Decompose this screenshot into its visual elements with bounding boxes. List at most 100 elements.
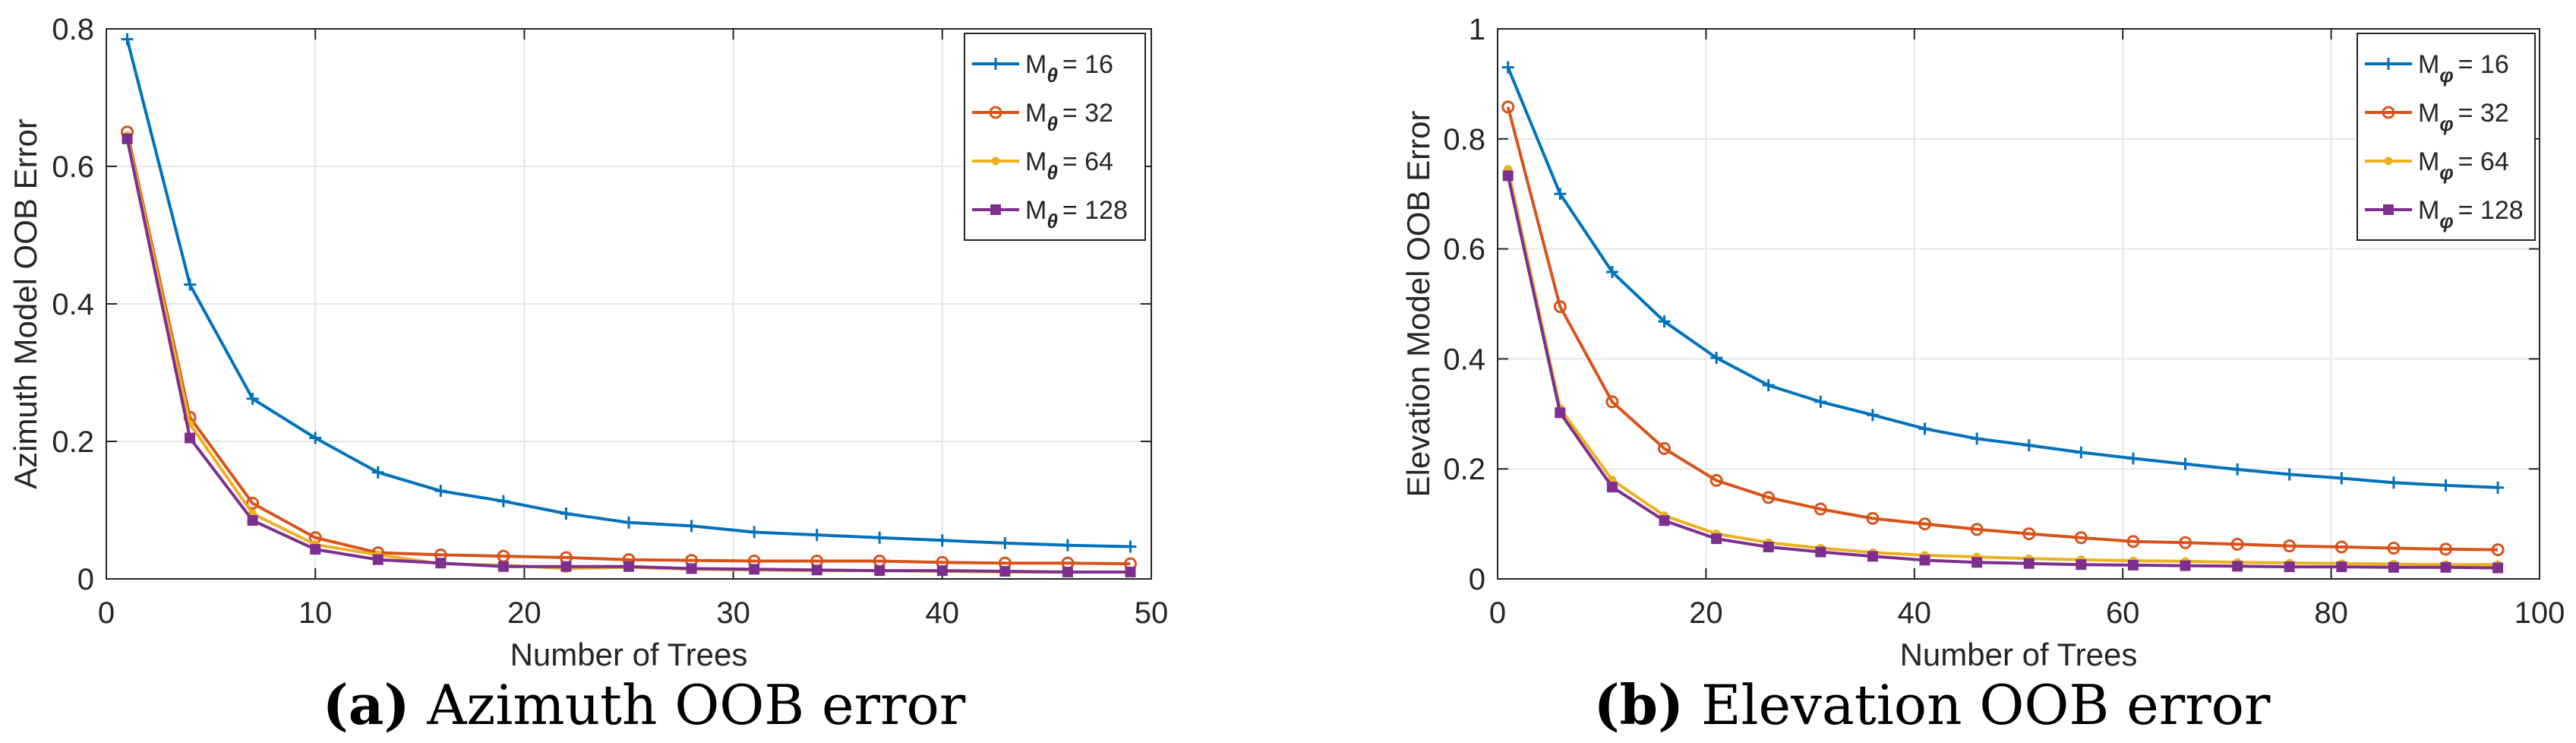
legend-marker xyxy=(990,204,1001,215)
data-point xyxy=(1658,441,1672,455)
data-point xyxy=(2336,561,2347,573)
data-point xyxy=(2440,561,2451,573)
data-point xyxy=(1814,502,1827,516)
azimuth-oob-chart: 0 10 20 30 40 50 0 0.2 0.4 0.6 0.8 Number of Trees A… xyxy=(8,13,1168,669)
data-point xyxy=(2284,561,2295,573)
data-point xyxy=(2022,527,2036,541)
data-point xyxy=(1553,300,1567,314)
y-tick-label: 0 xyxy=(77,563,94,596)
x-tick-label: 80 xyxy=(2314,596,2348,630)
data-point xyxy=(2387,476,2400,489)
y-tick-label: 0.6 xyxy=(52,150,94,184)
data-point xyxy=(1763,542,1774,553)
x-tick-label: 30 xyxy=(716,596,750,630)
data-point xyxy=(623,561,634,572)
legend-label: Mφ = 64 xyxy=(2418,147,2509,184)
data-point xyxy=(246,392,259,405)
series-2 xyxy=(1501,100,2505,557)
y-tick-label: 0 xyxy=(1469,563,1485,596)
data-point xyxy=(2283,539,2297,553)
series-line xyxy=(1506,169,2499,567)
data-point xyxy=(1125,566,1136,577)
data-point xyxy=(2387,541,2401,555)
data-point xyxy=(122,133,133,144)
data-point xyxy=(497,495,510,507)
data-point xyxy=(435,558,447,569)
data-point xyxy=(1814,395,1827,408)
data-point xyxy=(1605,395,1619,409)
data-point xyxy=(185,432,196,444)
data-point xyxy=(2491,543,2505,557)
legend-marker xyxy=(989,106,1002,119)
legend-marker xyxy=(2383,204,2394,215)
data-point xyxy=(1501,61,1514,74)
data-point xyxy=(246,496,260,510)
series-line xyxy=(125,131,1131,566)
data-point xyxy=(1062,566,1073,577)
data-point xyxy=(2492,562,2504,574)
legend-entry: Mθ = 16 xyxy=(972,50,1113,87)
data-point xyxy=(310,544,321,555)
data-point xyxy=(1124,540,1137,553)
caption-b-text: Elevation OOB error xyxy=(1700,673,2271,737)
series-line xyxy=(1506,66,2499,489)
data-point xyxy=(1866,511,1880,525)
data-point xyxy=(873,531,886,544)
y-tick-label: 0.8 xyxy=(52,13,94,46)
legend-label: Mθ = 128 xyxy=(1025,196,1128,232)
series-line xyxy=(1506,106,2499,552)
data-point xyxy=(2075,446,2088,459)
caption-a: (a) Azimuth OOB error xyxy=(0,672,1288,737)
legend-marker xyxy=(2382,106,2395,119)
data-point xyxy=(1709,473,1723,487)
x-tick-label: 40 xyxy=(926,596,960,630)
legend-entry: Mθ = 32 xyxy=(972,99,1113,135)
series-4 xyxy=(122,133,1136,577)
data-point xyxy=(1606,482,1618,493)
x-tick-label: 10 xyxy=(298,596,333,630)
data-point xyxy=(2076,559,2087,571)
data-point xyxy=(2439,542,2453,556)
data-point xyxy=(560,561,572,572)
data-point xyxy=(1971,432,1984,445)
x-tick-label: 0 xyxy=(1489,596,1506,630)
legend-entry: Mφ = 32 xyxy=(2365,99,2509,135)
data-point xyxy=(2023,558,2035,569)
caption-a-tag: (a) xyxy=(322,672,410,737)
data-point xyxy=(184,278,197,291)
caption-a-text: Azimuth OOB error xyxy=(427,673,966,737)
data-point xyxy=(2334,540,2348,554)
legend-marker xyxy=(2382,58,2394,70)
data-point xyxy=(2232,561,2243,572)
data-point xyxy=(309,432,322,444)
data-point xyxy=(1502,170,1514,182)
data-point xyxy=(1971,557,1983,568)
data-point xyxy=(2126,535,2140,549)
x-axis-label: Number of Trees xyxy=(510,637,748,669)
data-point xyxy=(686,563,697,574)
legend-entry: Mφ = 16 xyxy=(2365,50,2509,87)
data-point xyxy=(1918,422,1931,435)
y-axis-label: Azimuth Model OOB Error xyxy=(8,119,43,489)
legend-label: Mθ = 16 xyxy=(1025,50,1113,87)
y-tick-label: 0.6 xyxy=(1443,233,1485,267)
data-point xyxy=(1554,188,1567,201)
x-axis-label: Number of Trees xyxy=(1900,637,2138,669)
data-point xyxy=(2074,531,2088,545)
data-point xyxy=(1970,523,1984,536)
legend-label: Mφ = 32 xyxy=(2418,99,2509,135)
data-point xyxy=(2179,536,2192,549)
caption-b: (b) Elevation OOB error xyxy=(1288,672,2576,737)
data-point xyxy=(2126,452,2139,465)
data-point xyxy=(2179,457,2192,470)
data-point xyxy=(2022,439,2035,452)
legend-entry: Mφ = 128 xyxy=(2365,196,2524,232)
series-1 xyxy=(1501,61,2505,494)
legend-marker xyxy=(2384,157,2393,166)
legend-entry: Mθ = 128 xyxy=(972,196,1128,232)
data-point xyxy=(372,554,384,565)
data-point xyxy=(560,507,573,520)
data-point xyxy=(623,516,635,529)
axes-box xyxy=(1497,28,2540,580)
legend-marker xyxy=(990,58,1002,70)
